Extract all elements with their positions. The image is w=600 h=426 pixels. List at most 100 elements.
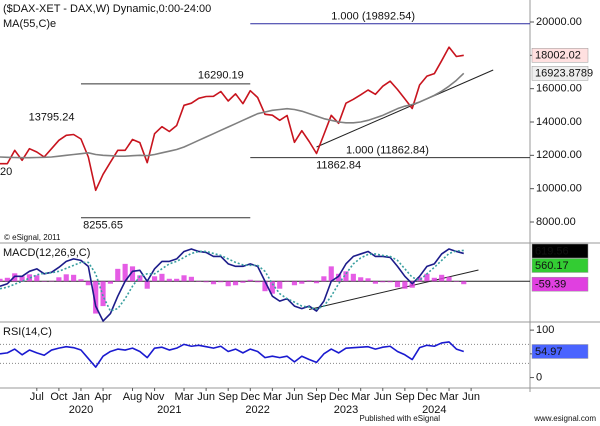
series-line xyxy=(0,248,464,322)
histogram-bar xyxy=(336,273,342,282)
histogram-bar xyxy=(174,278,180,282)
x-tick-label: Dec xyxy=(417,391,437,403)
value-label-box xyxy=(531,66,589,81)
footer-right: www.esignal.com xyxy=(533,414,596,423)
x-tick-label: Sep xyxy=(307,391,327,403)
histogram-bar xyxy=(107,281,113,284)
x-tick-label: Mar xyxy=(351,391,370,403)
copyright: © eSignal, 2011 xyxy=(4,233,61,242)
histogram-bar xyxy=(321,276,327,282)
histogram-bar xyxy=(380,281,386,283)
histogram-bar xyxy=(188,276,194,282)
footer-left: Published with eSignal xyxy=(360,414,441,423)
x-tick-label: Jan xyxy=(72,391,90,403)
histogram-bar xyxy=(63,274,69,282)
histogram-bar xyxy=(85,281,91,286)
histogram-bar xyxy=(152,276,158,282)
histogram-bar xyxy=(203,281,209,283)
x-tick-label: Apr xyxy=(94,391,111,403)
histogram-bar xyxy=(159,273,165,282)
annotation: 8255.65 xyxy=(83,220,123,232)
x-year-label: 2023 xyxy=(334,404,358,416)
histogram-bar xyxy=(48,280,55,282)
histogram-bar xyxy=(196,281,202,282)
histogram-bar xyxy=(417,277,423,282)
annotation: 20 xyxy=(0,166,12,178)
histogram-bar xyxy=(255,281,261,283)
histogram-bar xyxy=(137,275,143,282)
y-tick-label: 100 xyxy=(536,324,554,336)
value-label: 54.97 xyxy=(535,346,563,358)
panel-title: ($DAX-XET - DAX,W) Dynamic,0:00-24:00 xyxy=(3,3,211,15)
histogram-bar xyxy=(431,277,437,282)
value-label: 560.17 xyxy=(535,260,569,272)
histogram-bar xyxy=(0,278,3,282)
annotation: 11862.84 xyxy=(316,160,361,172)
histogram-bar xyxy=(372,281,378,284)
x-tick-label: Aug xyxy=(123,391,143,403)
y-tick-label: 8000.00 xyxy=(536,216,576,228)
x-tick-label: Oct xyxy=(50,391,67,403)
value-label: -59.39 xyxy=(535,279,566,291)
histogram-bar xyxy=(129,266,136,282)
annotation: 16290.19 xyxy=(198,70,244,82)
histogram-bar xyxy=(394,281,401,288)
histogram-bar xyxy=(26,274,33,282)
annotation: 13795.24 xyxy=(29,111,75,123)
x-tick-label: Jul xyxy=(30,391,44,403)
x-year-label: 2022 xyxy=(245,404,269,416)
y-tick-label: 10000.00 xyxy=(536,183,582,195)
y-tick-label: 16000.00 xyxy=(536,83,582,95)
histogram-bar xyxy=(461,281,467,285)
histogram-bar xyxy=(4,277,10,282)
histogram-bar xyxy=(299,281,305,284)
histogram-bar xyxy=(446,276,452,282)
histogram-bar xyxy=(218,281,224,283)
series-line xyxy=(0,46,464,192)
histogram-bar xyxy=(358,277,364,282)
x-tick-label: Mar xyxy=(175,391,194,403)
histogram-bar xyxy=(328,266,334,282)
x-tick-label: Sep xyxy=(218,391,238,403)
y-tick-label: 14000.00 xyxy=(536,116,582,128)
x-tick-label: Dec xyxy=(240,391,260,403)
histogram-bar xyxy=(277,281,283,289)
histogram-bar xyxy=(115,268,121,282)
histogram-bar xyxy=(210,281,217,285)
histogram-bar xyxy=(71,274,77,282)
histogram-bar xyxy=(232,281,239,286)
value-label-box xyxy=(531,243,589,259)
histogram-bar xyxy=(166,278,172,282)
histogram-bar xyxy=(122,263,128,282)
trend-line xyxy=(316,69,494,148)
histogram-bar xyxy=(100,281,106,307)
histogram-bar xyxy=(240,281,246,283)
x-tick-label: Nov xyxy=(145,391,165,403)
histogram-bar xyxy=(350,273,356,282)
x-tick-label: Sep xyxy=(395,391,415,403)
histogram-bar xyxy=(439,274,445,282)
value-label-box xyxy=(531,48,589,63)
histogram-bar xyxy=(291,281,298,286)
x-year-label: 2021 xyxy=(157,404,181,416)
histogram-bar xyxy=(365,278,371,282)
histogram-bar xyxy=(93,281,99,314)
value-label-box xyxy=(531,344,589,359)
histogram-bar xyxy=(247,279,253,282)
x-tick-label: Jun xyxy=(286,391,304,403)
histogram-bar xyxy=(225,281,231,287)
series-line xyxy=(0,72,465,159)
histogram-bar xyxy=(306,280,312,282)
histogram-bar xyxy=(41,281,47,282)
histogram-bar xyxy=(387,281,393,283)
reference-label: 1.000 (11862.84) xyxy=(346,145,429,157)
histogram-bar xyxy=(402,281,408,289)
value-label-box xyxy=(531,276,589,292)
y-tick-label: 20000.00 xyxy=(536,16,582,28)
value-label: 18002.02 xyxy=(535,50,581,62)
x-year-label: 2020 xyxy=(69,404,93,416)
histogram-bar xyxy=(56,277,62,282)
x-tick-label: Mar xyxy=(263,391,282,403)
